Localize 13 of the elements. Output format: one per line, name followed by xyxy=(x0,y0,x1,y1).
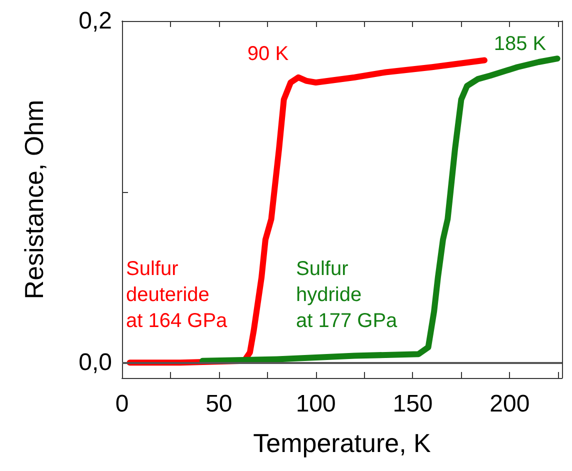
series-label: Sulfur hydride at 177 GPa xyxy=(296,258,398,332)
x-tick-label: 150 xyxy=(392,390,433,418)
x-axis-title: Temperature, K xyxy=(253,428,432,458)
series-label: Sulfur deuteride at 164 GPa xyxy=(126,258,228,332)
y-axis-title: Resistance, Ohm xyxy=(19,100,49,300)
y-tick-label: 0,2 xyxy=(78,8,112,34)
x-tick-label: 200 xyxy=(490,390,530,418)
annotation: 185 K xyxy=(494,33,547,55)
x-tick-label: 0 xyxy=(115,390,129,418)
x-tick-label: 100 xyxy=(296,390,336,418)
x-tick-label: 50 xyxy=(206,390,232,418)
y-tick-label: 0,0 xyxy=(78,349,112,376)
annotation: 90 K xyxy=(247,43,290,65)
